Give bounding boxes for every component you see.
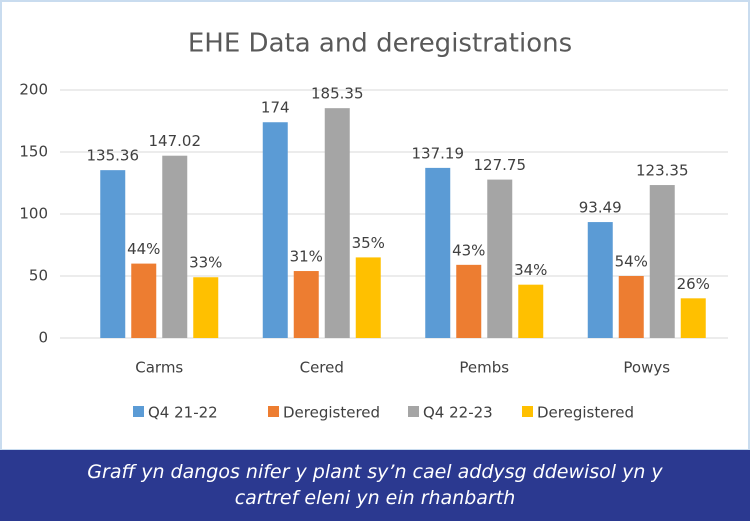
data-label: 185.35	[311, 85, 364, 103]
bar	[293, 271, 319, 338]
legend-label: Q4 21-22	[148, 404, 218, 422]
data-label: 174	[261, 99, 290, 117]
data-label: 43%	[452, 241, 485, 259]
data-label: 147.02	[149, 132, 202, 150]
bar	[587, 222, 613, 338]
bar	[680, 298, 706, 338]
bar	[100, 170, 126, 338]
legend-label: Deregistered	[283, 404, 380, 422]
y-tick-label: 100	[19, 205, 48, 223]
data-label: 44%	[127, 240, 160, 258]
y-tick-label: 50	[29, 267, 48, 285]
legend-swatch	[268, 406, 279, 417]
data-label: 34%	[514, 261, 547, 279]
bar	[518, 284, 544, 338]
bar	[425, 167, 451, 338]
y-tick-label: 150	[19, 143, 48, 161]
legend-swatch	[133, 406, 144, 417]
data-label: 33%	[189, 254, 222, 272]
bar	[131, 263, 157, 338]
data-label: 93.49	[579, 199, 622, 217]
data-label: 123.35	[636, 162, 689, 180]
data-label: 31%	[290, 248, 323, 266]
chart-frame	[0, 0, 750, 450]
bar	[487, 179, 513, 338]
bar	[162, 155, 188, 338]
chart-title: EHE Data and deregistrations	[188, 29, 572, 59]
data-label: 54%	[615, 253, 648, 271]
y-tick-label: 200	[19, 81, 48, 99]
y-tick-label: 0	[38, 329, 48, 347]
bar	[262, 122, 288, 339]
bar	[618, 276, 644, 338]
data-label: 26%	[677, 275, 710, 293]
bar	[649, 185, 675, 338]
x-tick-label: Cered	[300, 359, 344, 377]
legend-label: Q4 22-23	[423, 404, 493, 422]
x-tick-label: Carms	[135, 359, 183, 377]
legend-swatch	[408, 406, 419, 417]
data-label: 35%	[352, 234, 385, 252]
bar	[456, 264, 482, 338]
chart: EHE Data and deregistrations 0 50 100 150 20…	[0, 0, 750, 450]
caption: Graff yn dangos nifer y plant sy’n cael …	[0, 450, 750, 521]
bar	[355, 257, 381, 338]
bar	[324, 108, 350, 338]
x-tick-label: Powys	[623, 359, 670, 377]
legend-label: Deregistered	[537, 404, 634, 422]
data-label: 127.75	[474, 156, 527, 174]
bar	[193, 277, 219, 338]
legend-swatch	[522, 406, 533, 417]
data-label: 137.19	[412, 144, 465, 162]
x-tick-label: Pembs	[459, 359, 509, 377]
data-label: 135.36	[87, 147, 140, 165]
